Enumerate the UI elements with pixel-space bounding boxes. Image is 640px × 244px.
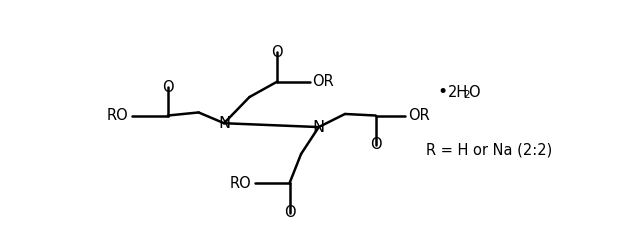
Text: O: O <box>284 205 295 220</box>
Text: O: O <box>370 137 381 152</box>
Text: OR: OR <box>312 74 334 89</box>
Text: O: O <box>468 85 480 100</box>
Text: RO: RO <box>107 108 129 123</box>
Text: N: N <box>313 120 325 135</box>
Text: RO: RO <box>230 176 252 191</box>
Text: 2: 2 <box>463 91 469 101</box>
Text: •: • <box>437 83 447 102</box>
Text: R = H or Na (2:2): R = H or Na (2:2) <box>426 143 552 158</box>
Text: O: O <box>271 45 283 60</box>
Text: O: O <box>162 80 173 94</box>
Text: OR: OR <box>408 108 430 123</box>
Text: N: N <box>218 116 230 131</box>
Text: 2H: 2H <box>448 85 468 100</box>
